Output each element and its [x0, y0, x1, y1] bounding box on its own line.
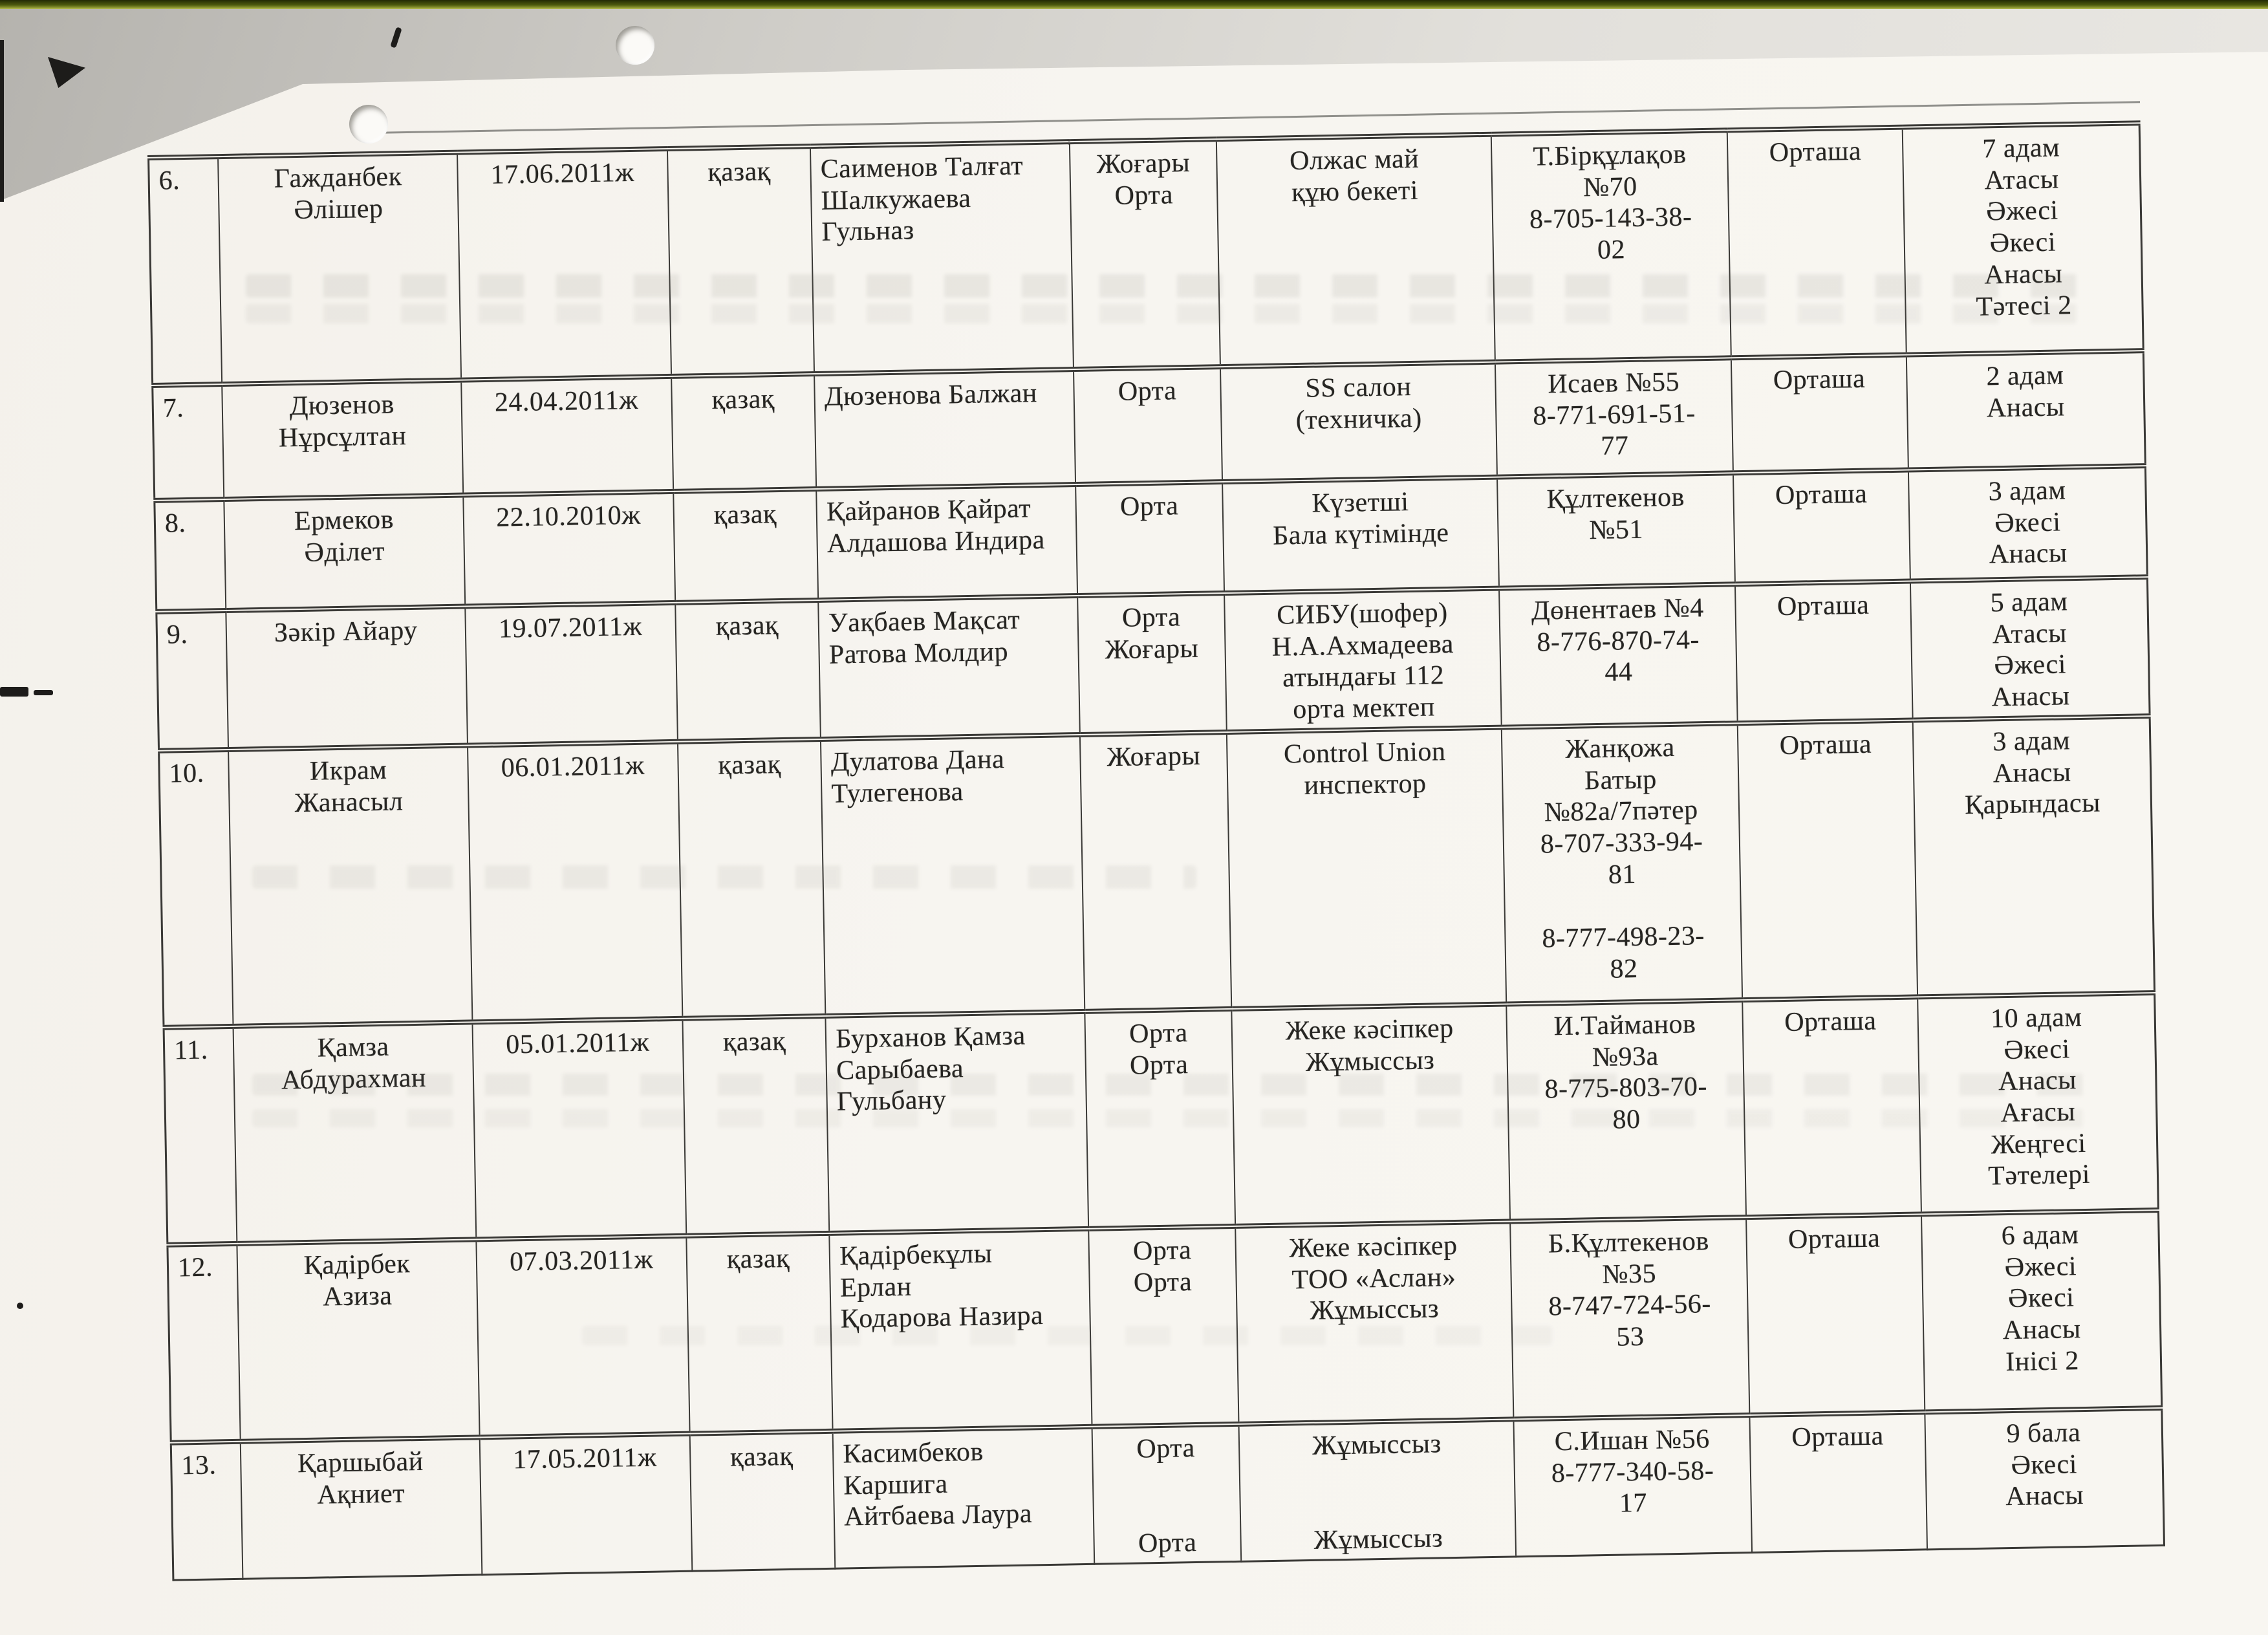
- cell-num: 11.: [164, 1026, 237, 1245]
- cell-address-phone: Б.Құлтекенов №35 8-747-724-56- 53: [1510, 1217, 1750, 1420]
- cell-num: 6.: [148, 157, 222, 385]
- scanner-edge-strip: [0, 0, 2268, 9]
- ink-smudge: [48, 57, 85, 88]
- cell-name: Қадірбек Азиза: [237, 1239, 480, 1442]
- cell-num: 12.: [167, 1243, 241, 1443]
- table-row: 6. Гажданбек Әлішер 17.06.2011ж қазақ Саимен…: [148, 123, 2144, 385]
- cell-workplace: Күзетші Бала күтімінде: [1222, 477, 1500, 594]
- records-table-wrap: 6. Гажданбек Әлішер 17.06.2011ж қазақ Саимен…: [147, 101, 2166, 1581]
- bleed-through-artifact: [246, 304, 2108, 323]
- cell-nationality: қазақ: [671, 374, 817, 492]
- cell-num: 7.: [152, 384, 224, 501]
- cell-education: Орта: [1073, 367, 1223, 485]
- cell-workplace: SS салон (техничка): [1220, 362, 1498, 482]
- ink-dot: [17, 1303, 23, 1309]
- cell-education: Орта Орта: [1092, 1424, 1242, 1565]
- cell-parents: Дюзенова Балжан: [814, 369, 1075, 490]
- cell-workplace: Олжас май құю бекеті: [1216, 134, 1496, 367]
- scan-edge-smudge: [0, 40, 4, 202]
- cell-family: 10 адам Әкесі Анасы Ағасы Жеңгесі Тәтеле…: [1917, 992, 2159, 1215]
- bleed-through-artifact: [252, 1109, 2115, 1127]
- bleed-through-artifact: [252, 1074, 2115, 1096]
- cell-name: Ермеков Әділет: [224, 495, 465, 611]
- cell-parents: Қайранов Қайрат Алдашова Индира: [816, 484, 1077, 600]
- bleed-through-artifact: [252, 865, 1196, 889]
- cell-address-phone: Жанқожа Батыр №82а/7пәтер 8-707-333-94- …: [1501, 723, 1743, 1004]
- cell-num: 8.: [154, 499, 226, 612]
- cell-education: Жоғары Орта: [1069, 139, 1221, 370]
- cell-workplace: Control Union инспектор: [1227, 727, 1507, 1009]
- cell-name: Дюзенов Нұрсұлтан: [222, 380, 463, 500]
- bleed-through-artifact: [246, 274, 2108, 298]
- cell-birth-date: 17.06.2011ж: [457, 148, 671, 380]
- cell-name: Қаршыбай Ақниет: [240, 1437, 482, 1579]
- cell-address-phone: С.Ишан №56 8-777-340-58- 17: [1513, 1414, 1753, 1557]
- cell-living-condition: Орташа: [1749, 1412, 1928, 1553]
- cell-family: 3 адам Анасы Қарындасы: [1912, 715, 2155, 997]
- cell-nationality: қазақ: [689, 1431, 836, 1571]
- cell-address-phone: Құлтекенов №51: [1497, 473, 1736, 589]
- cell-address-phone: Т.Бірқұлақов №70 8-705-143-38- 02: [1491, 130, 1731, 362]
- cell-num: 13.: [171, 1441, 243, 1580]
- hole-punch: [616, 26, 654, 65]
- cell-birth-date: 05.01.2011ж: [472, 1018, 686, 1240]
- cell-living-condition: Орташа: [1742, 997, 1922, 1217]
- cell-workplace: Жұмыссыз Жұмыссыз: [1238, 1419, 1517, 1562]
- cell-num: 10.: [158, 749, 233, 1028]
- cell-nationality: қазақ: [673, 489, 819, 603]
- cell-living-condition: Орташа: [1746, 1214, 1925, 1415]
- cell-name: Гажданбек Әлішер: [218, 152, 461, 385]
- cell-workplace: СИБУ(шофер) Н.А.Ахмадеева атындағы 112 о…: [1224, 588, 1502, 732]
- cell-parents: Саименов Талғат Шалкужаева Гульназ: [810, 142, 1074, 374]
- cell-nationality: қазақ: [667, 146, 815, 376]
- cell-nationality: қазақ: [675, 600, 821, 742]
- cell-living-condition: Орташа: [1735, 581, 1913, 724]
- cell-num: 9.: [156, 610, 229, 751]
- margin-dash-mark: [0, 687, 28, 697]
- cell-name: Зәкір Айару: [226, 606, 468, 750]
- cell-address-phone: Дөнентаев №4 8-776-870-74- 44: [1499, 584, 1738, 728]
- cell-parents: Касимбеков Каршига Айтбаева Лаура: [832, 1426, 1094, 1569]
- cell-family: 5 адам Атасы Әжесі Анасы: [1910, 577, 2150, 720]
- cell-family: 6 адам Әжесі Әкесі Анасы Інісі 2: [1921, 1209, 2162, 1413]
- cell-family: 9 бала Әкесі Анасы: [1925, 1407, 2165, 1550]
- cell-birth-date: 24.04.2011ж: [460, 376, 673, 495]
- cell-living-condition: Орташа: [1737, 720, 1918, 1001]
- cell-family: 2 адам Анасы: [1906, 351, 2146, 470]
- hole-punch: [349, 105, 388, 144]
- cell-education: Орта Жоғары: [1077, 593, 1227, 735]
- records-table: 6. Гажданбек Әлішер 17.06.2011ж қазақ Саимен…: [147, 120, 2166, 1581]
- cell-living-condition: Орташа: [1731, 354, 1908, 473]
- cell-parents: Уақбаев Мақсат Ратова Молдир: [818, 596, 1080, 739]
- cell-address-phone: Исаев №55 8-771-691-51- 77: [1495, 358, 1734, 477]
- cell-birth-date: 19.07.2011ж: [464, 602, 678, 746]
- cell-living-condition: Орташа: [1733, 470, 1910, 585]
- margin-dash-mark: [34, 690, 53, 695]
- ink-speck: [390, 27, 402, 49]
- cell-birth-date: 22.10.2010ж: [462, 491, 675, 607]
- cell-family: 3 адам Әкесі Анасы: [1908, 466, 2148, 581]
- bleed-through-artifact: [582, 1326, 1552, 1345]
- cell-workplace: Жеке кәсіпкер ТОО «Аслан» Жұмыссыз: [1235, 1221, 1514, 1424]
- cell-education: Орта: [1075, 482, 1225, 596]
- records-table-body: 6. Гажданбек Әлішер 17.06.2011ж қазақ Саимен…: [148, 123, 2165, 1580]
- cell-name: Қамза Абдурахман: [233, 1022, 477, 1244]
- cell-birth-date: 17.05.2011ж: [479, 1433, 692, 1575]
